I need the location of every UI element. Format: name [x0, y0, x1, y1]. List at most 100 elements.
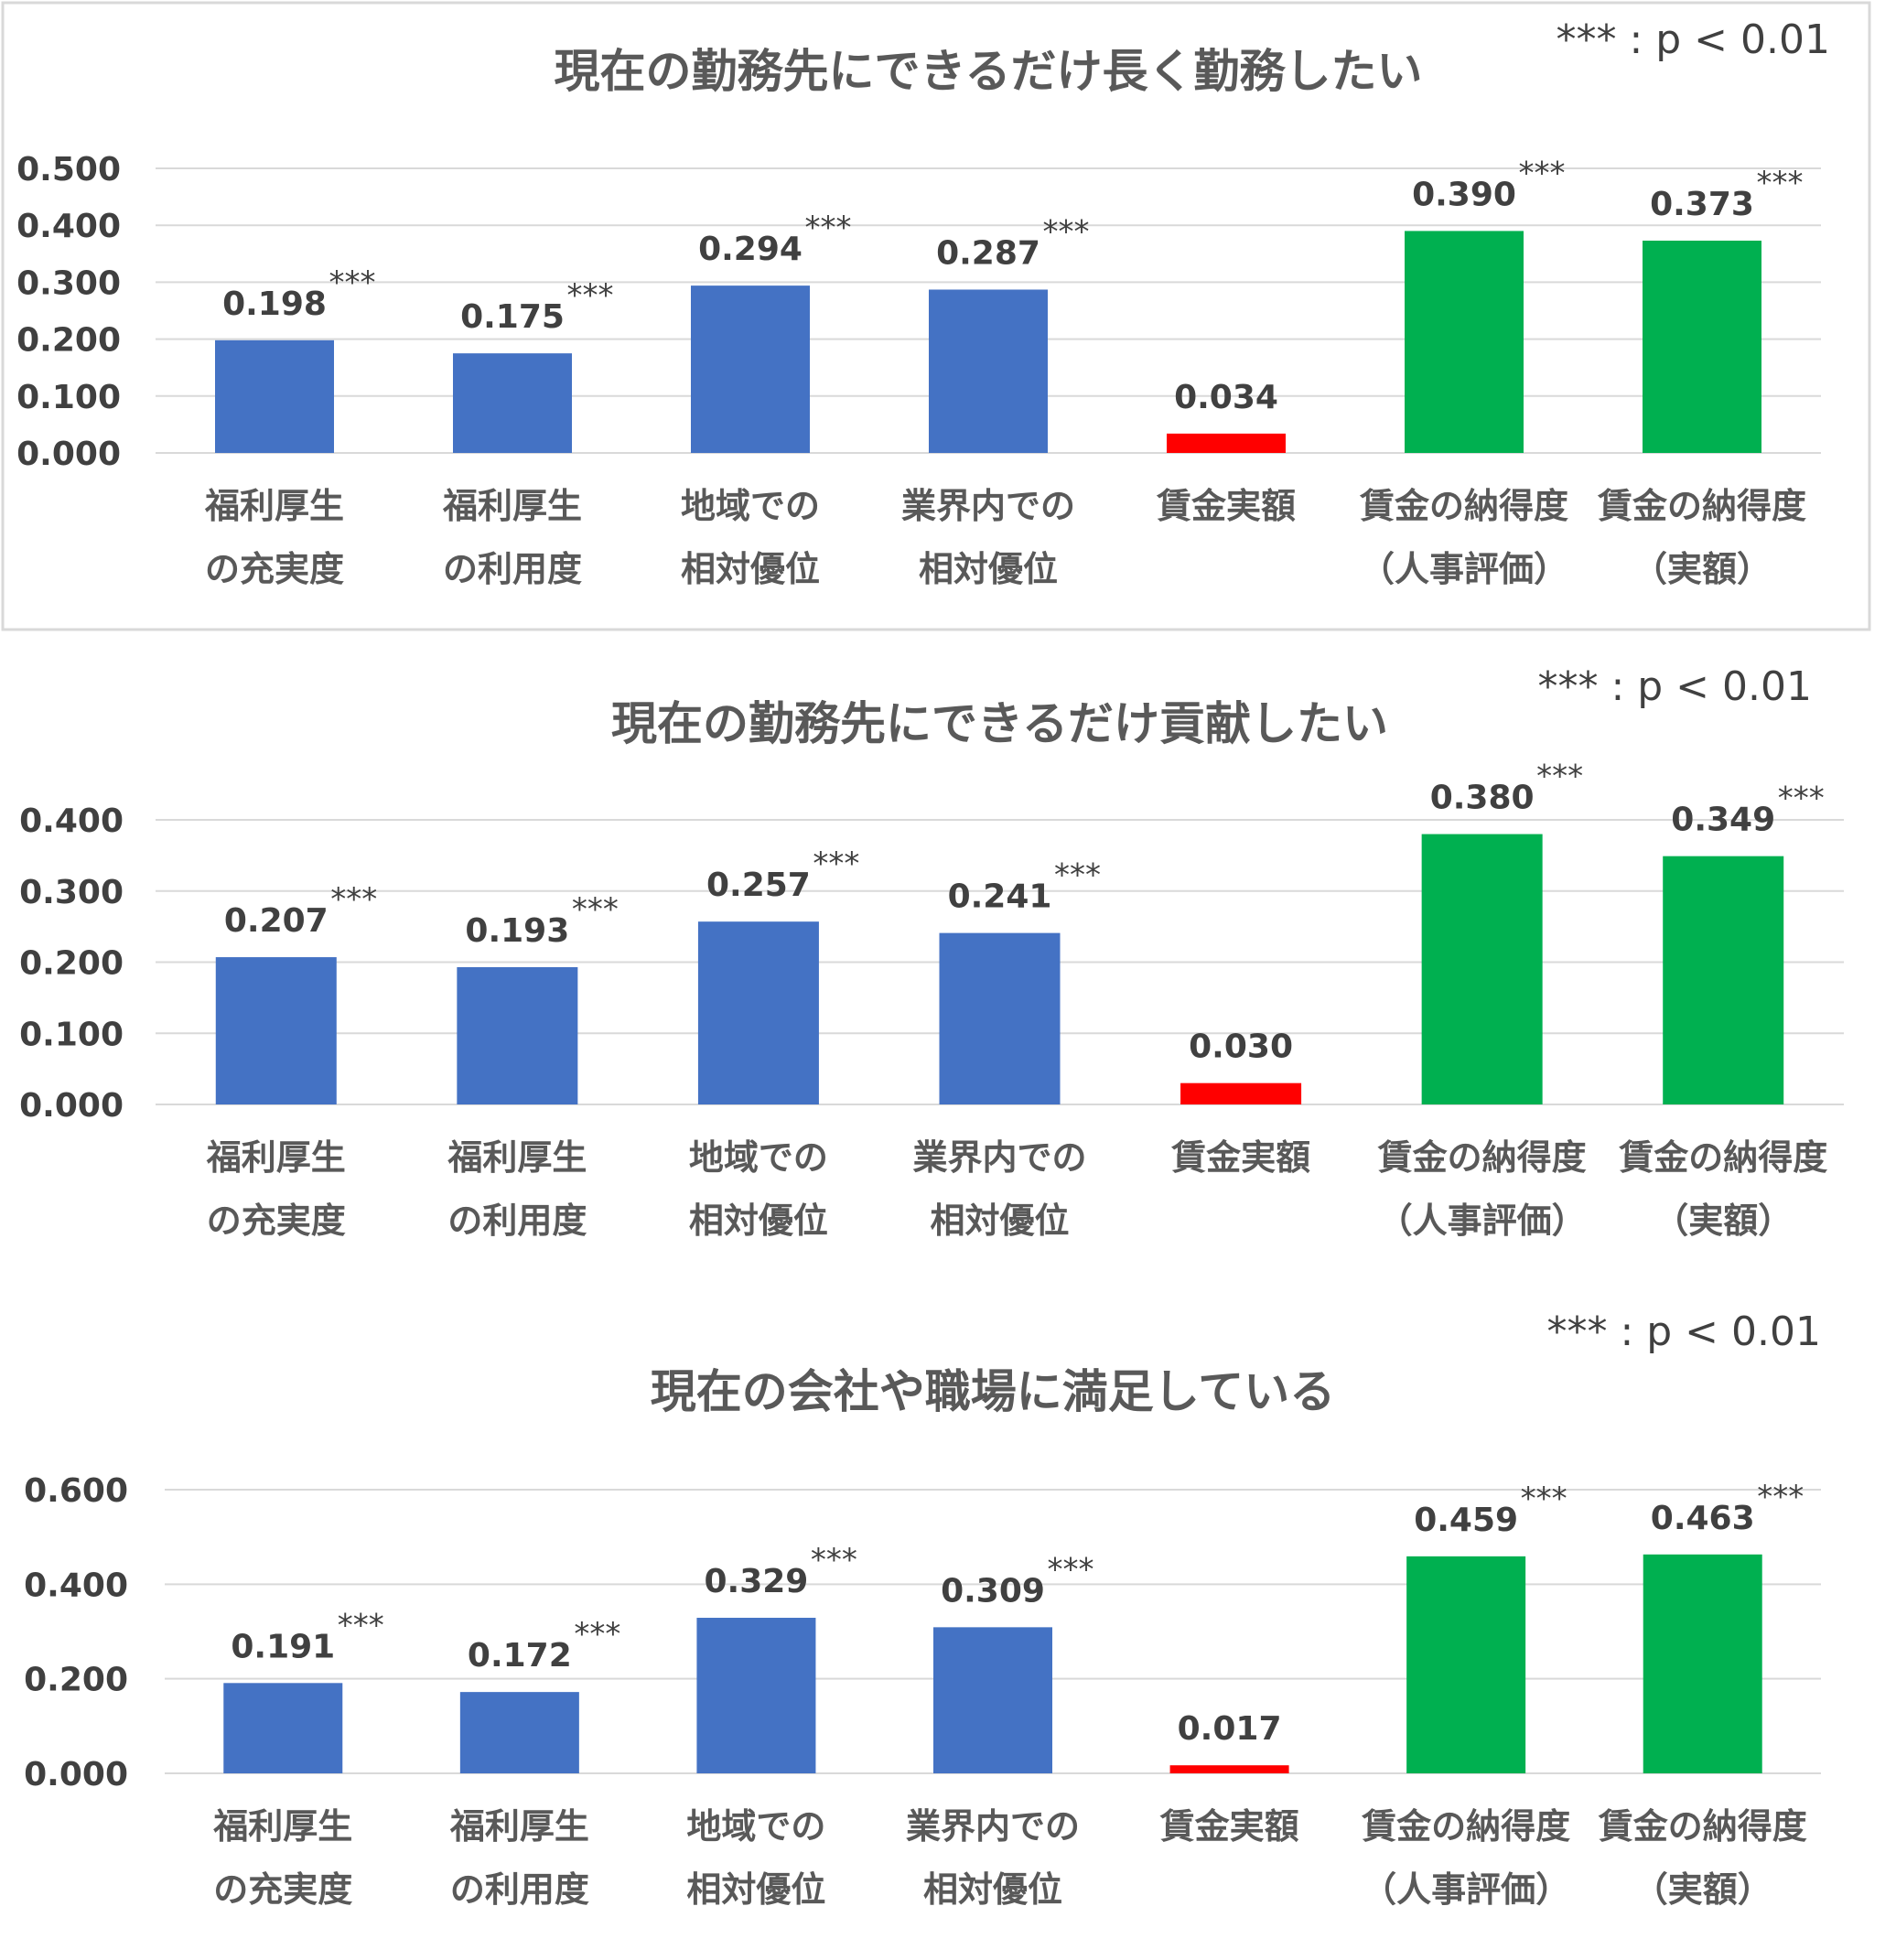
significance-marker: ***: [813, 845, 859, 882]
data-label: 0.172: [468, 1637, 572, 1675]
data-label: 0.459: [1414, 1502, 1518, 1539]
significance-marker: ***: [1757, 165, 1804, 201]
data-label: 0.030: [1189, 1028, 1293, 1066]
y-tick-label: 0.300: [16, 264, 121, 302]
bar: [1180, 1082, 1302, 1104]
x-tick-label-line2: 相対優位: [689, 1201, 828, 1241]
significance-marker: ***: [1778, 781, 1825, 817]
significance-marker: ***: [1757, 1479, 1804, 1515]
data-label: 0.241: [948, 878, 1052, 916]
y-tick-label: 0.100: [16, 379, 121, 416]
significance-note: *** : p < 0.01: [1537, 663, 1812, 710]
x-tick-label: 業界内での: [906, 1806, 1080, 1847]
data-label: 0.380: [1430, 780, 1535, 817]
bar: [223, 1683, 343, 1773]
data-label: 0.191: [231, 1628, 335, 1665]
bar: [459, 1692, 579, 1773]
bar: [453, 353, 572, 453]
x-tick-label: 福利厚生: [442, 486, 582, 526]
significance-marker: ***: [572, 891, 619, 928]
significance-note: *** : p < 0.01: [1546, 1308, 1821, 1355]
y-tick-label: 0.200: [16, 322, 121, 360]
y-tick-label: 0.200: [24, 1662, 128, 1699]
data-label: 0.207: [224, 902, 329, 940]
chart-1-frame: [1, 1, 1871, 631]
significance-marker: ***: [329, 264, 376, 301]
x-tick-label: 福利厚生: [206, 1137, 346, 1178]
x-tick-label-line2: （実額）: [1632, 549, 1772, 589]
y-tick-label: 0.500: [16, 151, 121, 188]
significance-marker: ***: [567, 277, 614, 314]
data-label: 0.198: [222, 285, 327, 323]
chart-title: 現在の会社や職場に満足している: [651, 1365, 1336, 1418]
x-tick-label-line2: の充実度: [205, 549, 344, 589]
chart-title: 現在の勤務先にできるだけ長く勤務したい: [555, 45, 1423, 98]
bar: [933, 1627, 1052, 1773]
data-label: 0.175: [460, 298, 565, 336]
bar: [1643, 240, 1761, 453]
y-tick-label: 0.000: [19, 1087, 124, 1125]
x-tick-label: 賃金の納得度: [1597, 486, 1806, 526]
chart-2: 現在の勤務先にできるだけ貢献したい *** : p < 0.01 0.000 0.10…: [19, 663, 1844, 1241]
chart-1: 現在の勤務先にできるだけ長く勤務したい *** : p < 0.01 0.000 0.…: [16, 16, 1830, 589]
x-tick-label: 業界内での: [901, 486, 1075, 526]
chart-3: 現在の会社や職場に満足している *** : p < 0.01 0.000 0.200 0…: [24, 1308, 1821, 1910]
x-tick-label-line2: 相対優位: [930, 1201, 1069, 1241]
x-tick-label: 賃金の納得度: [1377, 1137, 1587, 1178]
x-tick-label: 賃金実額: [1156, 486, 1296, 526]
x-tick-label: 福利厚生: [212, 1806, 352, 1847]
significance-marker: ***: [1519, 155, 1566, 191]
x-tick-label-line2: （人事評価）: [1362, 1869, 1570, 1910]
y-tick-label: 0.600: [24, 1472, 128, 1510]
bar: [696, 1618, 816, 1773]
bar: [215, 339, 334, 453]
bar: [1406, 1556, 1526, 1773]
y-tick-label: 0.300: [19, 874, 124, 911]
bar: [697, 921, 819, 1104]
bar: [1663, 856, 1784, 1104]
x-tick-label-line2: の充実度: [207, 1201, 346, 1241]
x-tick-label-line2: の充実度: [213, 1869, 352, 1910]
x-tick-label-line2: 相対優位: [681, 549, 820, 589]
x-tick-label-line2: 相対優位: [923, 1869, 1062, 1910]
x-tick-label-line2: （実額）: [1633, 1869, 1772, 1910]
x-tick-label-line2: 相対優位: [919, 549, 1058, 589]
x-tick-label: 福利厚生: [449, 1806, 589, 1847]
y-tick-label: 0.100: [19, 1016, 124, 1053]
y-tick-label: 0.400: [16, 208, 121, 245]
significance-marker: ***: [1536, 759, 1583, 795]
bar: [215, 957, 337, 1104]
data-label: 0.309: [941, 1572, 1045, 1610]
data-label: 0.329: [704, 1563, 808, 1600]
bar: [1643, 1554, 1762, 1773]
bar: [1169, 1765, 1289, 1773]
bar: [691, 285, 810, 453]
x-tick-label-line2: （実額）: [1654, 1201, 1793, 1241]
data-label: 0.257: [706, 867, 811, 904]
data-label: 0.349: [1671, 802, 1775, 839]
x-tick-label-line2: （人事評価）: [1360, 549, 1568, 589]
x-tick-label-line2: の利用度: [450, 1869, 589, 1910]
significance-marker: ***: [805, 210, 852, 246]
bar: [1405, 231, 1524, 453]
bar: [939, 932, 1061, 1104]
y-tick-label: 0.400: [19, 802, 124, 840]
x-tick-label: 業界内での: [912, 1137, 1086, 1178]
chart-title: 現在の勤務先にできるだけ貢献したい: [611, 697, 1388, 750]
bar: [1167, 433, 1286, 453]
data-label: 0.017: [1178, 1710, 1282, 1748]
y-tick-label: 0.200: [19, 945, 124, 983]
x-tick-label-line2: （人事評価）: [1378, 1201, 1587, 1241]
x-tick-label: 賃金実額: [1170, 1137, 1310, 1178]
y-tick-label: 0.000: [24, 1756, 128, 1793]
significance-note: *** : p < 0.01: [1556, 16, 1830, 63]
significance-marker: ***: [1043, 213, 1090, 250]
x-tick-label-line2: の利用度: [447, 1201, 587, 1241]
bar: [1421, 834, 1543, 1104]
significance-marker: ***: [1048, 1551, 1094, 1588]
significance-marker: ***: [1521, 1481, 1567, 1517]
x-tick-label: 福利厚生: [204, 486, 344, 526]
x-tick-label: 賃金実額: [1159, 1806, 1299, 1847]
x-tick-label: 福利厚生: [447, 1137, 587, 1178]
